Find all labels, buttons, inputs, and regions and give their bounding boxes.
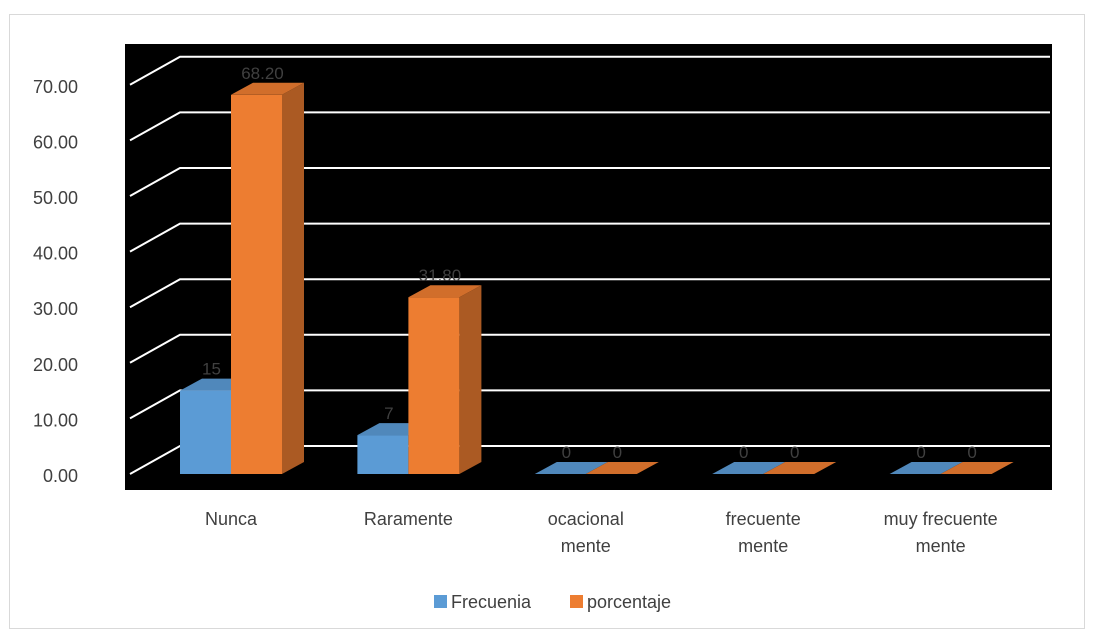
legend: Frecuenia porcentaje (434, 592, 671, 612)
x-tick-label: Nunca (205, 509, 258, 529)
bar (763, 462, 837, 474)
y-tick-label: 0.00 (43, 466, 78, 486)
y-tick-label: 20.00 (33, 355, 78, 375)
bar (231, 82, 304, 475)
x-tick-label: Raramente (364, 509, 453, 529)
legend-label: porcentaje (587, 592, 671, 612)
gridline (129, 55, 1050, 86)
bar (408, 285, 482, 474)
data-label: 68.20 (241, 64, 284, 83)
legend-swatch (434, 595, 447, 608)
data-label: 0 (613, 443, 622, 462)
data-labels: 15 68.20 7 31.80 0 0 0 0 0 0 (202, 64, 977, 462)
gridline (129, 389, 1050, 420)
y-axis: 0.00 10.00 20.00 30.00 40.00 50.00 60.00 70.00 (33, 77, 78, 486)
x-tick-label: muy frecuente mente (884, 509, 998, 556)
gridline (129, 222, 1050, 253)
gridline (129, 111, 1050, 142)
x-tick-label: ocacional mente (548, 509, 624, 556)
y-tick-label: 70.00 (33, 77, 78, 97)
data-label: 0 (562, 443, 571, 462)
x-axis: Nunca Raramente ocacional mente frecuente men… (205, 509, 998, 556)
y-tick-label: 40.00 (33, 244, 78, 264)
gridline (129, 167, 1050, 197)
data-label: 0 (967, 443, 976, 462)
data-label: 7 (384, 404, 393, 423)
legend-label: Frecuenia (451, 592, 532, 612)
data-label: 31.80 (419, 266, 462, 285)
bar (534, 462, 608, 474)
bar (940, 462, 1014, 474)
data-label: 0 (790, 443, 799, 462)
bar (585, 462, 659, 474)
data-label: 15 (202, 360, 221, 379)
y-tick-label: 30.00 (33, 299, 78, 319)
data-label: 0 (916, 443, 925, 462)
bars (180, 82, 1014, 475)
gridline (129, 333, 1050, 364)
bar (712, 462, 786, 474)
data-label: 0 (739, 443, 748, 462)
y-tick-label: 10.00 (33, 410, 78, 430)
gridline (129, 278, 1050, 309)
y-tick-label: 50.00 (33, 188, 78, 208)
x-tick-label: frecuente mente (726, 509, 801, 556)
y-tick-label: 60.00 (33, 132, 78, 152)
legend-swatch (570, 595, 583, 608)
bar (889, 462, 963, 474)
